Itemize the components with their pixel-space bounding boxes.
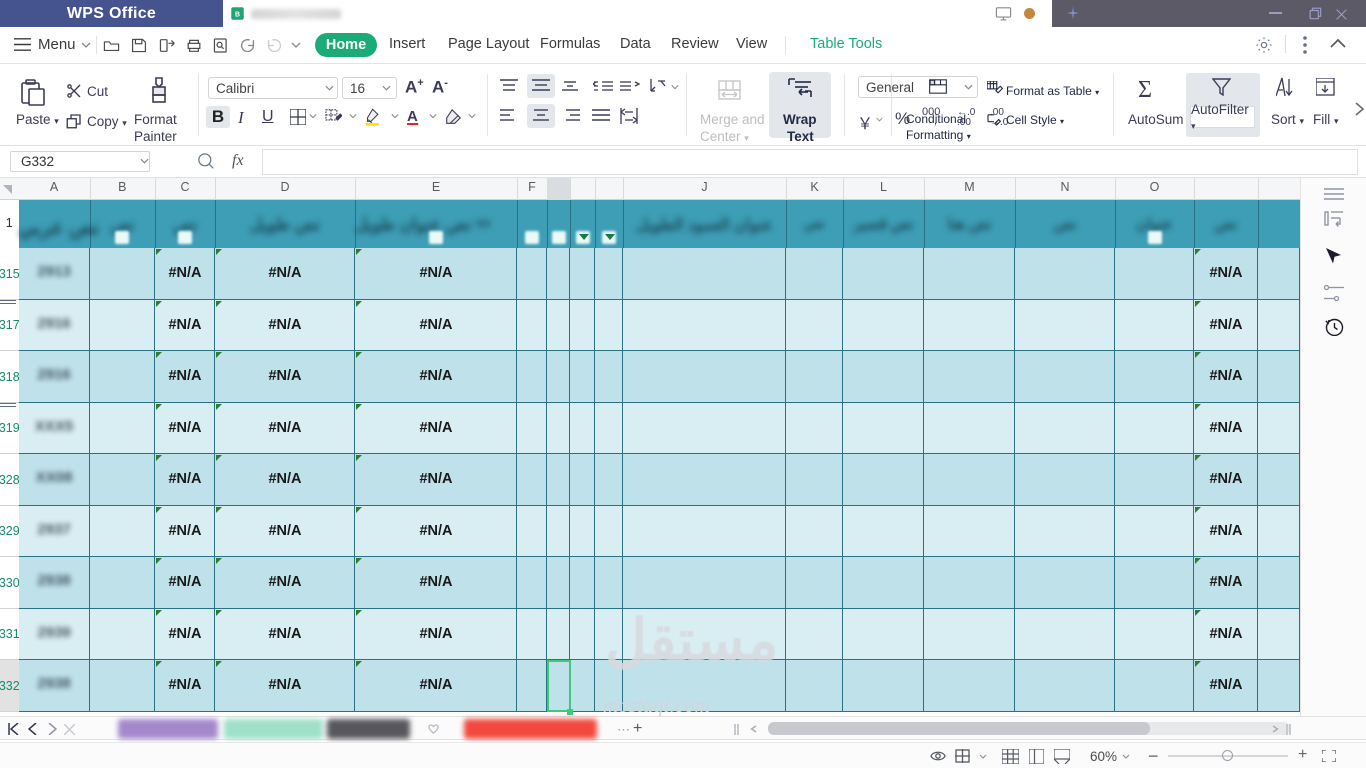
svg-text:A: A [407, 108, 418, 125]
